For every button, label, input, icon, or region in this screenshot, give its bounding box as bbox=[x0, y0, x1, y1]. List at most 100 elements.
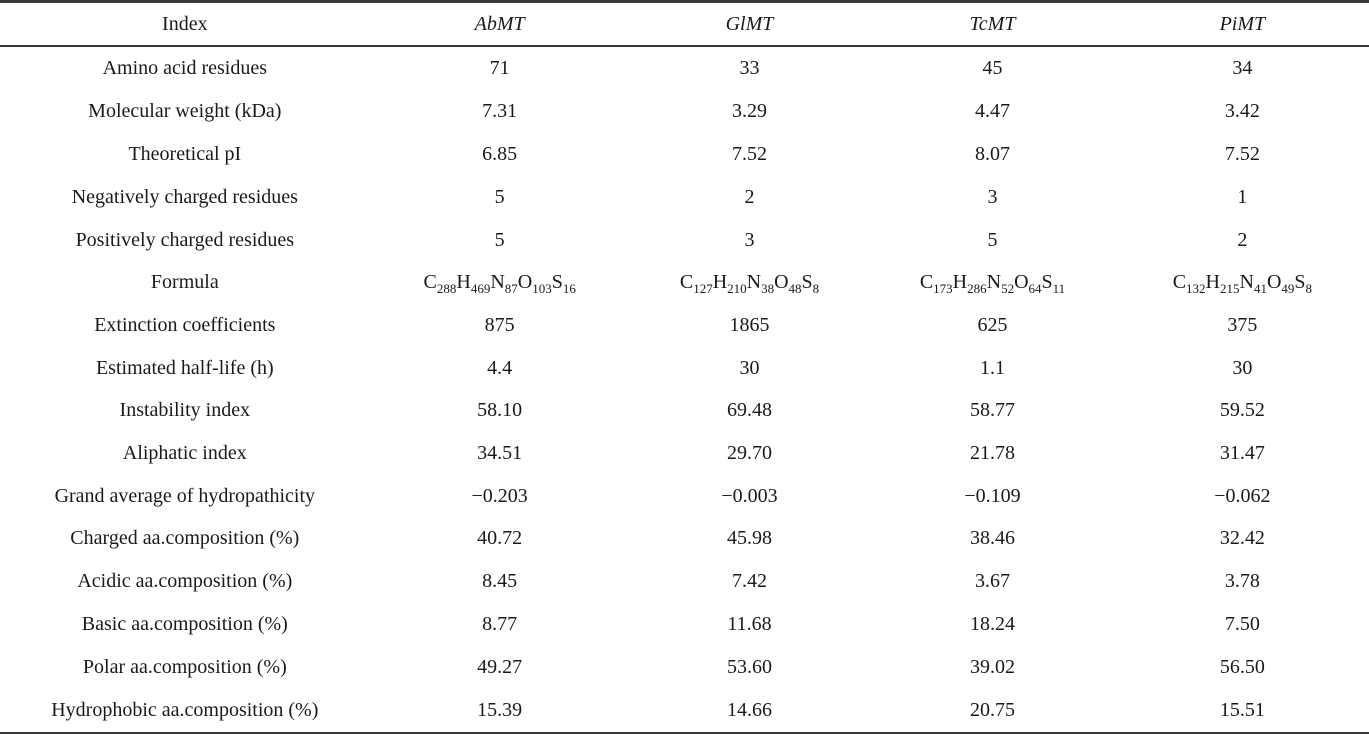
value-cell: 1 bbox=[1237, 185, 1248, 208]
value-cell: 7.52 bbox=[732, 143, 768, 166]
value-cell: 5 bbox=[494, 185, 505, 208]
table-row: Negatively charged residues 5 2 3 1 bbox=[0, 176, 1369, 219]
value-cell: C132H215N41O49S8 bbox=[1172, 271, 1313, 297]
value-cell: 45.98 bbox=[727, 527, 773, 550]
value-cell: 3.67 bbox=[975, 570, 1010, 593]
row-label: Negatively charged residues bbox=[71, 185, 298, 208]
table-row: Formula C288H469N87O103S16 C127H210N38O48S… bbox=[0, 261, 1369, 304]
table-row: Acidic aa.composition (%) 8.45 7.42 3.67 3.7… bbox=[0, 560, 1369, 603]
column-header-tcmt: TcMT bbox=[869, 1, 1116, 47]
column-header-glmt: GlMT bbox=[629, 1, 870, 47]
table-row: Amino acid residues 71 33 45 34 bbox=[0, 46, 1369, 91]
value-cell: 3.29 bbox=[732, 100, 768, 123]
value-cell: 30 bbox=[1232, 356, 1253, 379]
value-cell: 375 bbox=[1227, 313, 1258, 336]
value-cell: 7.42 bbox=[732, 570, 768, 593]
value-cell: 625 bbox=[977, 313, 1008, 336]
value-cell: 8.07 bbox=[975, 143, 1010, 166]
table-row: Estimated half-life (h) 4.4 30 1.1 30 bbox=[0, 347, 1369, 390]
value-cell: 1.1 bbox=[980, 356, 1005, 379]
value-cell: 4.4 bbox=[487, 356, 513, 379]
value-cell: −0.203 bbox=[471, 484, 528, 507]
value-cell: 38.46 bbox=[970, 527, 1015, 550]
row-label: Estimated half-life (h) bbox=[95, 356, 274, 379]
value-cell: 2 bbox=[744, 185, 755, 208]
row-label: Grand average of hydropathicity bbox=[54, 484, 316, 507]
table-row: Extinction coefficients 875 1865 625 375 bbox=[0, 304, 1369, 347]
value-cell: 45 bbox=[982, 57, 1003, 80]
row-label: Hydrophobic aa.composition (%) bbox=[51, 698, 319, 721]
value-cell: 15.51 bbox=[1219, 698, 1265, 721]
value-cell: −0.003 bbox=[721, 484, 778, 507]
row-label: Theoretical pI bbox=[128, 143, 242, 166]
value-cell: 21.78 bbox=[970, 442, 1015, 465]
table-row: Charged aa.composition (%) 40.72 45.98 38.4… bbox=[0, 518, 1369, 561]
value-cell: 58.10 bbox=[477, 399, 523, 422]
value-cell: 18.24 bbox=[970, 612, 1015, 635]
value-cell: 8.77 bbox=[482, 612, 518, 635]
column-header-abmt: AbMT bbox=[369, 1, 630, 47]
row-label: Basic aa.composition (%) bbox=[81, 612, 288, 635]
row-label: Polar aa.composition (%) bbox=[82, 655, 287, 678]
value-cell: 7.52 bbox=[1224, 143, 1260, 166]
value-cell: −0.062 bbox=[1214, 484, 1271, 507]
row-label: Molecular weight (kDa) bbox=[88, 100, 282, 123]
value-cell: 59.52 bbox=[1219, 399, 1265, 422]
value-cell: 53.60 bbox=[727, 655, 773, 678]
value-cell: 3 bbox=[987, 185, 998, 208]
row-label: Acidic aa.composition (%) bbox=[77, 570, 293, 593]
value-cell: 29.70 bbox=[727, 442, 773, 465]
value-cell: 875 bbox=[484, 313, 515, 336]
row-label: Instability index bbox=[119, 399, 251, 422]
value-cell: 31.47 bbox=[1219, 442, 1265, 465]
value-cell: 7.31 bbox=[482, 100, 518, 123]
value-cell: 71 bbox=[489, 57, 510, 80]
table-row: Hydrophobic aa.composition (%) 15.39 14.66… bbox=[0, 688, 1369, 733]
value-cell: 6.85 bbox=[482, 143, 518, 166]
value-cell: 56.50 bbox=[1219, 655, 1265, 678]
row-label: Aliphatic index bbox=[122, 442, 247, 465]
value-cell: 20.75 bbox=[970, 698, 1015, 721]
value-cell: C173H286N52O64S11 bbox=[919, 271, 1066, 297]
value-cell: C127H210N38O48S8 bbox=[679, 271, 820, 297]
header-row: Index AbMT GlMT TcMT PiMT bbox=[0, 1, 1369, 47]
value-cell: 33 bbox=[739, 57, 760, 80]
value-cell: −0.109 bbox=[964, 484, 1021, 507]
table-row: Basic aa.composition (%) 8.77 11.68 18.24 7.… bbox=[0, 603, 1369, 646]
value-cell: 3.42 bbox=[1224, 100, 1260, 123]
value-cell: 69.48 bbox=[727, 399, 773, 422]
value-cell: 58.77 bbox=[970, 399, 1015, 422]
value-cell: 3.78 bbox=[1224, 570, 1260, 593]
row-label: Amino acid residues bbox=[102, 57, 268, 80]
value-cell: 5 bbox=[987, 228, 998, 251]
value-cell: C288H469N87O103S16 bbox=[423, 271, 576, 297]
value-cell: 49.27 bbox=[477, 655, 523, 678]
row-label: Positively charged residues bbox=[75, 228, 295, 251]
value-cell: 32.42 bbox=[1219, 527, 1265, 550]
row-label: Extinction coefficients bbox=[94, 313, 276, 336]
value-cell: 39.02 bbox=[970, 655, 1015, 678]
value-cell: 5 bbox=[494, 228, 505, 251]
value-cell: 34 bbox=[1232, 57, 1253, 80]
row-label: Formula bbox=[150, 271, 219, 294]
table-row: Molecular weight (kDa) 7.31 3.29 4.47 3.42 bbox=[0, 91, 1369, 134]
table-row: Grand average of hydropathicity −0.203 −0.… bbox=[0, 475, 1369, 518]
row-label: Charged aa.composition (%) bbox=[70, 527, 300, 550]
value-cell: 7.50 bbox=[1224, 612, 1260, 635]
value-cell: 11.68 bbox=[727, 612, 772, 635]
value-cell: 8.45 bbox=[482, 570, 518, 593]
value-cell: 2 bbox=[1237, 228, 1248, 251]
value-cell: 40.72 bbox=[477, 527, 523, 550]
column-header-pimt: PiMT bbox=[1115, 1, 1369, 47]
value-cell: 30 bbox=[739, 356, 760, 379]
value-cell: 15.39 bbox=[477, 698, 523, 721]
table-row: Aliphatic index 34.51 29.70 21.78 31.47 bbox=[0, 432, 1369, 475]
value-cell: 3 bbox=[744, 228, 755, 251]
table-row: Polar aa.composition (%) 49.27 53.60 39.02 5… bbox=[0, 646, 1369, 689]
table-body: Amino acid residues 71 33 45 34 Molecular wei… bbox=[0, 46, 1369, 733]
table-row: Positively charged residues 5 3 5 2 bbox=[0, 219, 1369, 262]
table-row: Theoretical pI 6.85 7.52 8.07 7.52 bbox=[0, 133, 1369, 176]
table-row: Instability index 58.10 69.48 58.77 59.52 bbox=[0, 389, 1369, 432]
